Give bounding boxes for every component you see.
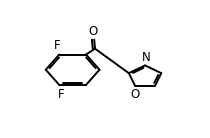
Text: F: F — [58, 87, 64, 100]
Text: F: F — [54, 39, 61, 52]
Text: O: O — [130, 88, 140, 101]
Text: N: N — [142, 51, 150, 63]
Text: O: O — [88, 25, 98, 38]
